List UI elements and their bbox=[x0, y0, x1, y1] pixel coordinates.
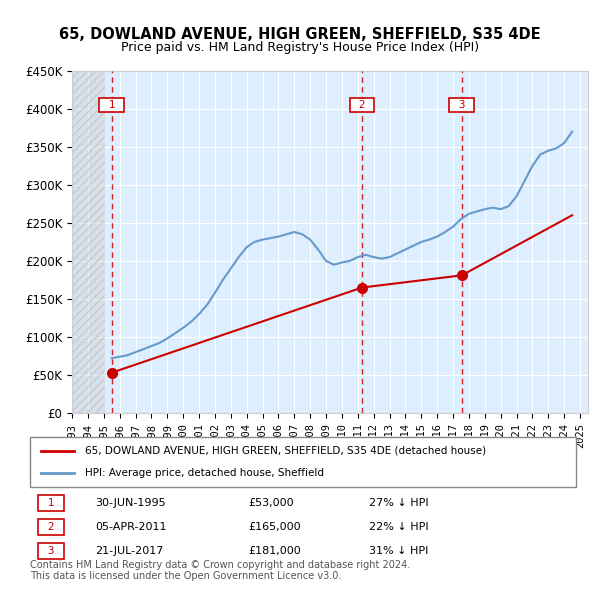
Text: 3: 3 bbox=[452, 100, 472, 110]
Text: This data is licensed under the Open Government Licence v3.0.: This data is licensed under the Open Gov… bbox=[30, 571, 341, 581]
FancyBboxPatch shape bbox=[30, 437, 576, 487]
Text: 3: 3 bbox=[41, 546, 61, 556]
Text: 30-JUN-1995: 30-JUN-1995 bbox=[95, 499, 166, 508]
Text: 2: 2 bbox=[352, 100, 372, 110]
Text: 65, DOWLAND AVENUE, HIGH GREEN, SHEFFIELD, S35 4DE (detached house): 65, DOWLAND AVENUE, HIGH GREEN, SHEFFIEL… bbox=[85, 445, 486, 455]
Text: 1: 1 bbox=[41, 499, 61, 508]
Text: Price paid vs. HM Land Registry's House Price Index (HPI): Price paid vs. HM Land Registry's House … bbox=[121, 41, 479, 54]
Text: 1: 1 bbox=[101, 100, 122, 110]
Text: £53,000: £53,000 bbox=[248, 499, 294, 508]
Text: 27% ↓ HPI: 27% ↓ HPI bbox=[368, 499, 428, 508]
Text: 22% ↓ HPI: 22% ↓ HPI bbox=[368, 522, 428, 532]
Text: Contains HM Land Registry data © Crown copyright and database right 2024.: Contains HM Land Registry data © Crown c… bbox=[30, 559, 410, 569]
Text: £181,000: £181,000 bbox=[248, 546, 301, 556]
Text: 2: 2 bbox=[41, 522, 61, 532]
Text: 65, DOWLAND AVENUE, HIGH GREEN, SHEFFIELD, S35 4DE: 65, DOWLAND AVENUE, HIGH GREEN, SHEFFIEL… bbox=[59, 27, 541, 41]
Text: 31% ↓ HPI: 31% ↓ HPI bbox=[368, 546, 428, 556]
Bar bbox=[72, 71, 104, 413]
Text: £165,000: £165,000 bbox=[248, 522, 301, 532]
Text: HPI: Average price, detached house, Sheffield: HPI: Average price, detached house, Shef… bbox=[85, 468, 323, 478]
Text: 21-JUL-2017: 21-JUL-2017 bbox=[95, 546, 164, 556]
Text: 05-APR-2011: 05-APR-2011 bbox=[95, 522, 167, 532]
